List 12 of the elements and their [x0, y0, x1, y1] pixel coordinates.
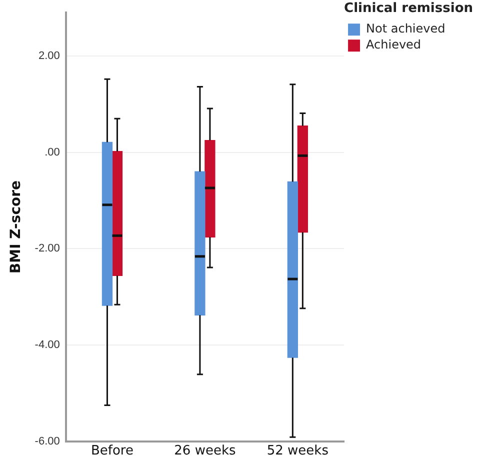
- legend-label: Achieved: [366, 38, 422, 52]
- y-tick-label: -6.00: [34, 435, 60, 448]
- x-tick-label: 26 weeks: [174, 444, 236, 459]
- y-axis-title: BMI Z-score: [8, 180, 24, 274]
- x-tick-label: 52 weeks: [266, 444, 329, 459]
- y-tick-label: .00: [44, 146, 60, 158]
- x-tick-label: Before: [90, 444, 134, 459]
- legend-label: Not achieved: [366, 22, 446, 36]
- y-tick-label: -2.00: [34, 242, 60, 255]
- y-tick-label: -4.00: [34, 339, 60, 352]
- y-tick-label: 2.00: [38, 50, 60, 62]
- legend-title: Clinical remission: [344, 0, 474, 16]
